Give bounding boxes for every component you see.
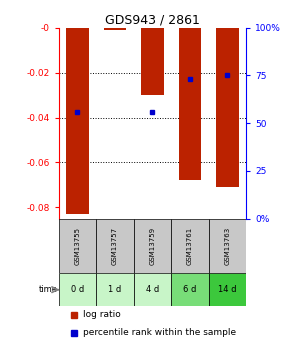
Text: GSM13763: GSM13763 <box>224 227 230 265</box>
Bar <box>134 219 171 273</box>
Text: 14 d: 14 d <box>218 285 237 294</box>
Text: percentile rank within the sample: percentile rank within the sample <box>83 328 236 337</box>
Text: 6 d: 6 d <box>183 285 197 294</box>
Text: 4 d: 4 d <box>146 285 159 294</box>
Bar <box>66 28 88 214</box>
Bar <box>171 219 209 273</box>
Bar <box>216 28 239 187</box>
Bar <box>141 28 163 95</box>
Text: 1 d: 1 d <box>108 285 122 294</box>
Title: GDS943 / 2861: GDS943 / 2861 <box>105 13 200 27</box>
Text: GSM13755: GSM13755 <box>74 227 80 265</box>
Bar <box>179 28 201 180</box>
Text: GSM13761: GSM13761 <box>187 227 193 265</box>
Text: time: time <box>39 285 58 294</box>
Bar <box>209 219 246 273</box>
Text: log ratio: log ratio <box>83 310 121 319</box>
Bar <box>96 273 134 306</box>
Bar <box>104 28 126 30</box>
Text: 0 d: 0 d <box>71 285 84 294</box>
Bar <box>134 273 171 306</box>
Bar <box>59 273 96 306</box>
Bar <box>59 219 96 273</box>
Bar <box>209 273 246 306</box>
Bar <box>96 219 134 273</box>
Text: GSM13757: GSM13757 <box>112 227 118 265</box>
Bar <box>171 273 209 306</box>
Text: GSM13759: GSM13759 <box>149 227 155 265</box>
